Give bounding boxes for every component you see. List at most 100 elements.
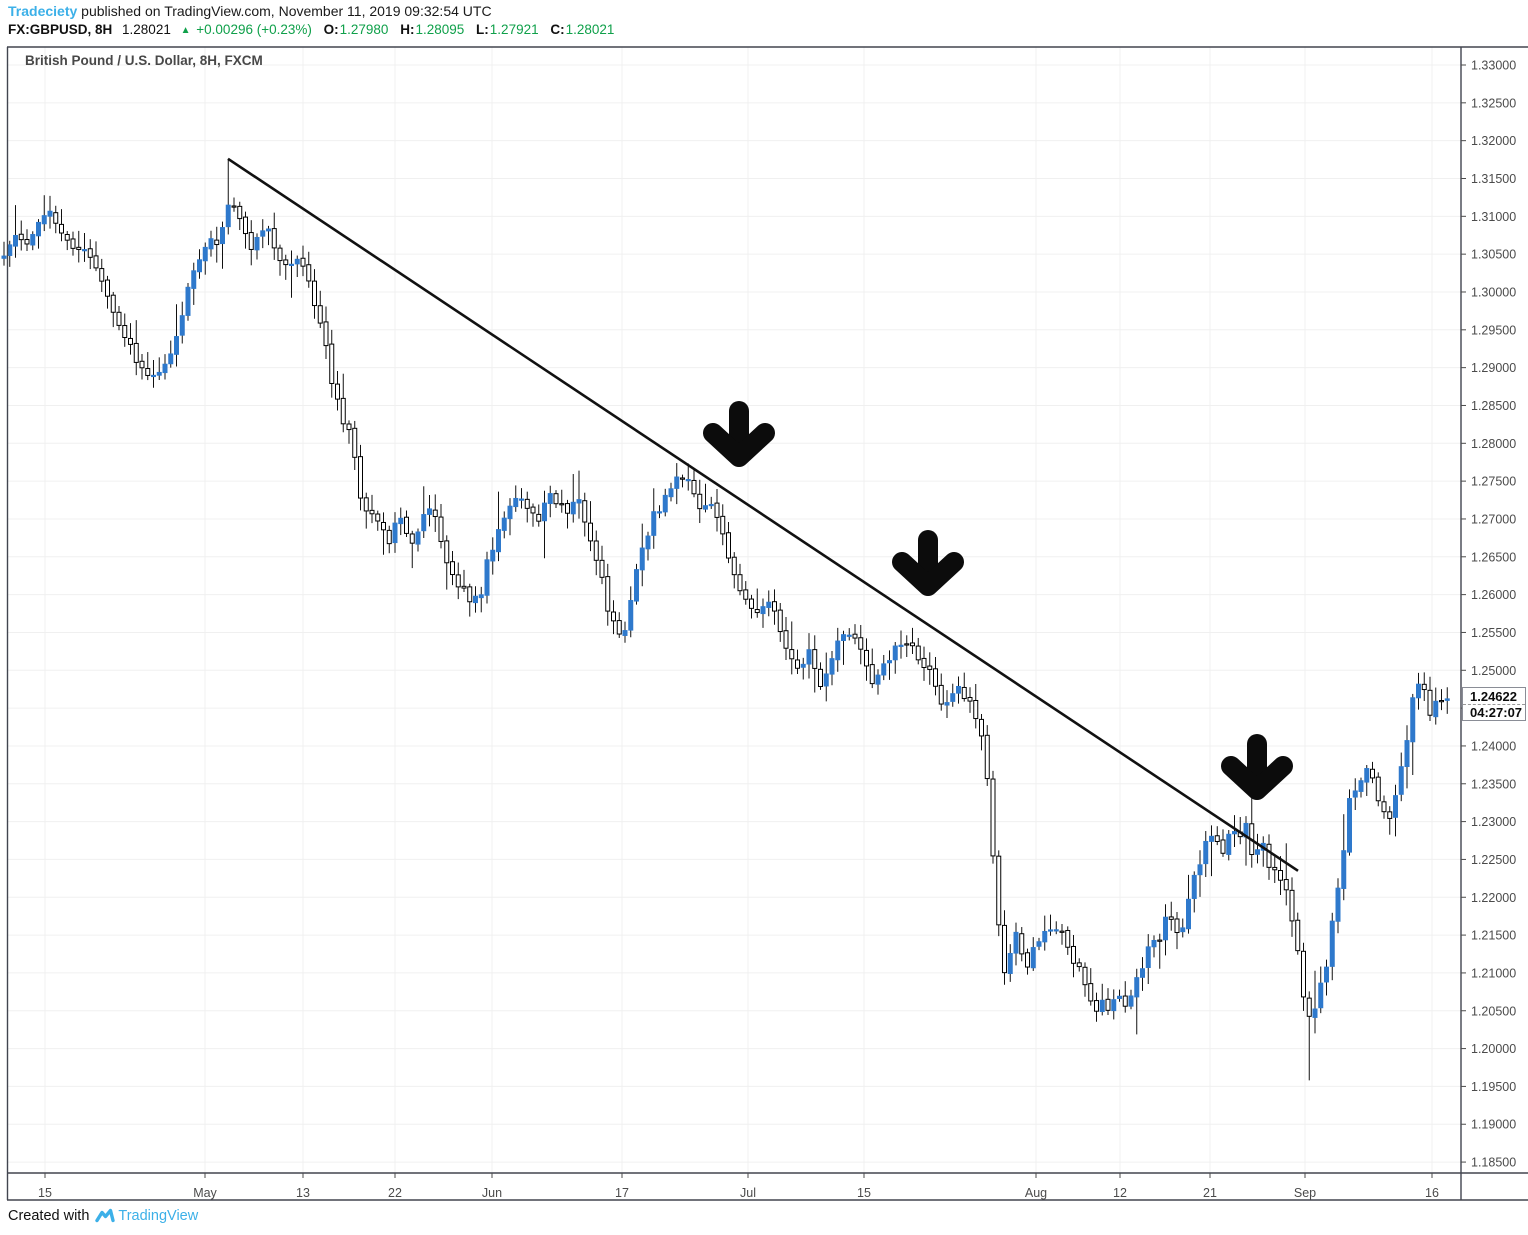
author-link[interactable]: Tradeciety xyxy=(8,3,78,19)
trendline[interactable] xyxy=(227,157,1299,872)
candle xyxy=(266,225,271,246)
candle xyxy=(645,531,651,561)
y-axis-label: 1.23500 xyxy=(1471,777,1516,791)
candle xyxy=(651,488,657,549)
footer: Created with TradingView xyxy=(8,1208,198,1224)
candle xyxy=(823,652,829,702)
candle xyxy=(864,638,869,681)
down-arrow[interactable] xyxy=(1221,734,1293,800)
candle xyxy=(973,683,979,729)
candle xyxy=(662,488,668,517)
tradingview-logo-icon xyxy=(95,1208,116,1223)
candle xyxy=(214,226,220,263)
candle xyxy=(961,672,967,702)
y-axis-label: 1.18500 xyxy=(1471,1156,1516,1170)
candle xyxy=(835,627,841,672)
candle xyxy=(1082,962,1088,997)
candle xyxy=(191,262,197,305)
candle xyxy=(93,241,99,272)
y-axis-label: 1.32000 xyxy=(1471,134,1516,148)
candle xyxy=(1306,991,1312,1081)
candle xyxy=(1421,672,1427,702)
last-price-label: 1.24622 04:27:07 xyxy=(1462,687,1526,721)
candle xyxy=(507,498,513,536)
y-axis-label: 1.31500 xyxy=(1471,172,1516,186)
x-axis-label: 12 xyxy=(1113,1186,1127,1200)
candle xyxy=(404,510,409,537)
candle xyxy=(237,201,243,231)
candle xyxy=(421,486,427,538)
chart-title: British Pound / U.S. Dollar, 8H, FXCM xyxy=(25,53,263,68)
candle xyxy=(197,249,202,279)
candle xyxy=(496,491,501,562)
y-axis-label: 1.28500 xyxy=(1471,399,1516,413)
candle xyxy=(1168,901,1174,931)
candle xyxy=(1232,815,1237,847)
down-arrow[interactable] xyxy=(892,530,964,596)
candle xyxy=(105,275,110,309)
candle xyxy=(875,669,881,695)
candle xyxy=(622,621,628,643)
candle xyxy=(910,627,915,654)
candle xyxy=(599,545,605,585)
candle xyxy=(593,530,599,576)
y-axis-label: 1.27500 xyxy=(1471,475,1516,489)
x-axis-label: 15 xyxy=(857,1186,871,1200)
time-scale[interactable]: 15 May 13 22 Jun 17 Jul 15 Aug 12 21 Sep 16 xyxy=(38,1173,1439,1200)
candle xyxy=(1335,878,1341,934)
candle xyxy=(41,195,47,232)
y-axis-label: 1.19000 xyxy=(1471,1118,1516,1132)
candle xyxy=(455,562,461,600)
candle xyxy=(64,231,70,251)
candle xyxy=(547,485,553,518)
candle xyxy=(450,550,455,586)
candle xyxy=(766,590,772,617)
candle xyxy=(708,496,714,509)
candle xyxy=(185,282,191,321)
candle xyxy=(133,320,139,376)
candle xyxy=(1088,968,1094,1006)
candle xyxy=(806,633,812,679)
price-scale[interactable]: 1.33000 1.32500 1.32000 1.31500 1.31000 1.305… xyxy=(1461,59,1516,1170)
candle xyxy=(1381,795,1387,819)
published-text: published on TradingView.com, November 1… xyxy=(77,3,492,19)
candle xyxy=(731,552,737,589)
candle xyxy=(76,230,82,263)
candle xyxy=(369,494,375,524)
candle xyxy=(1260,836,1266,867)
candle xyxy=(846,628,852,641)
symbol-label: FX:GBPUSD, 8H xyxy=(8,22,113,37)
candle xyxy=(1180,918,1186,938)
candle xyxy=(1030,937,1036,971)
y-axis-label: 1.24000 xyxy=(1471,739,1516,753)
candle xyxy=(979,713,984,751)
close-value: 1.28021 xyxy=(565,22,615,37)
candle xyxy=(611,600,616,635)
x-axis-label: 15 xyxy=(38,1186,52,1200)
candle xyxy=(1358,777,1364,798)
candle xyxy=(306,251,312,288)
candle xyxy=(1220,829,1226,857)
close-label: C: xyxy=(550,22,565,37)
candle xyxy=(760,598,766,628)
candle xyxy=(1163,904,1168,956)
candle xyxy=(1427,676,1433,722)
symbol-info-line: FX:GBPUSD, 8H 1.28021 ▲ +0.00296 (+0.23%… xyxy=(8,21,614,40)
candle xyxy=(1042,915,1048,951)
candle xyxy=(1186,874,1191,934)
candle xyxy=(519,488,524,509)
candle xyxy=(1013,922,1019,966)
down-arrow[interactable] xyxy=(703,401,775,467)
y-axis-label: 1.22000 xyxy=(1471,891,1516,905)
candle xyxy=(1410,693,1416,775)
y-axis-label: 1.20500 xyxy=(1471,1004,1516,1018)
y-axis-label: 1.27000 xyxy=(1471,512,1516,526)
candle xyxy=(1145,934,1151,985)
x-axis-label: 13 xyxy=(296,1186,310,1200)
candle xyxy=(1111,989,1117,1020)
candle xyxy=(225,158,231,235)
tradingview-link[interactable]: TradingView xyxy=(95,1208,198,1224)
candle xyxy=(1433,687,1439,725)
candle xyxy=(271,212,277,260)
